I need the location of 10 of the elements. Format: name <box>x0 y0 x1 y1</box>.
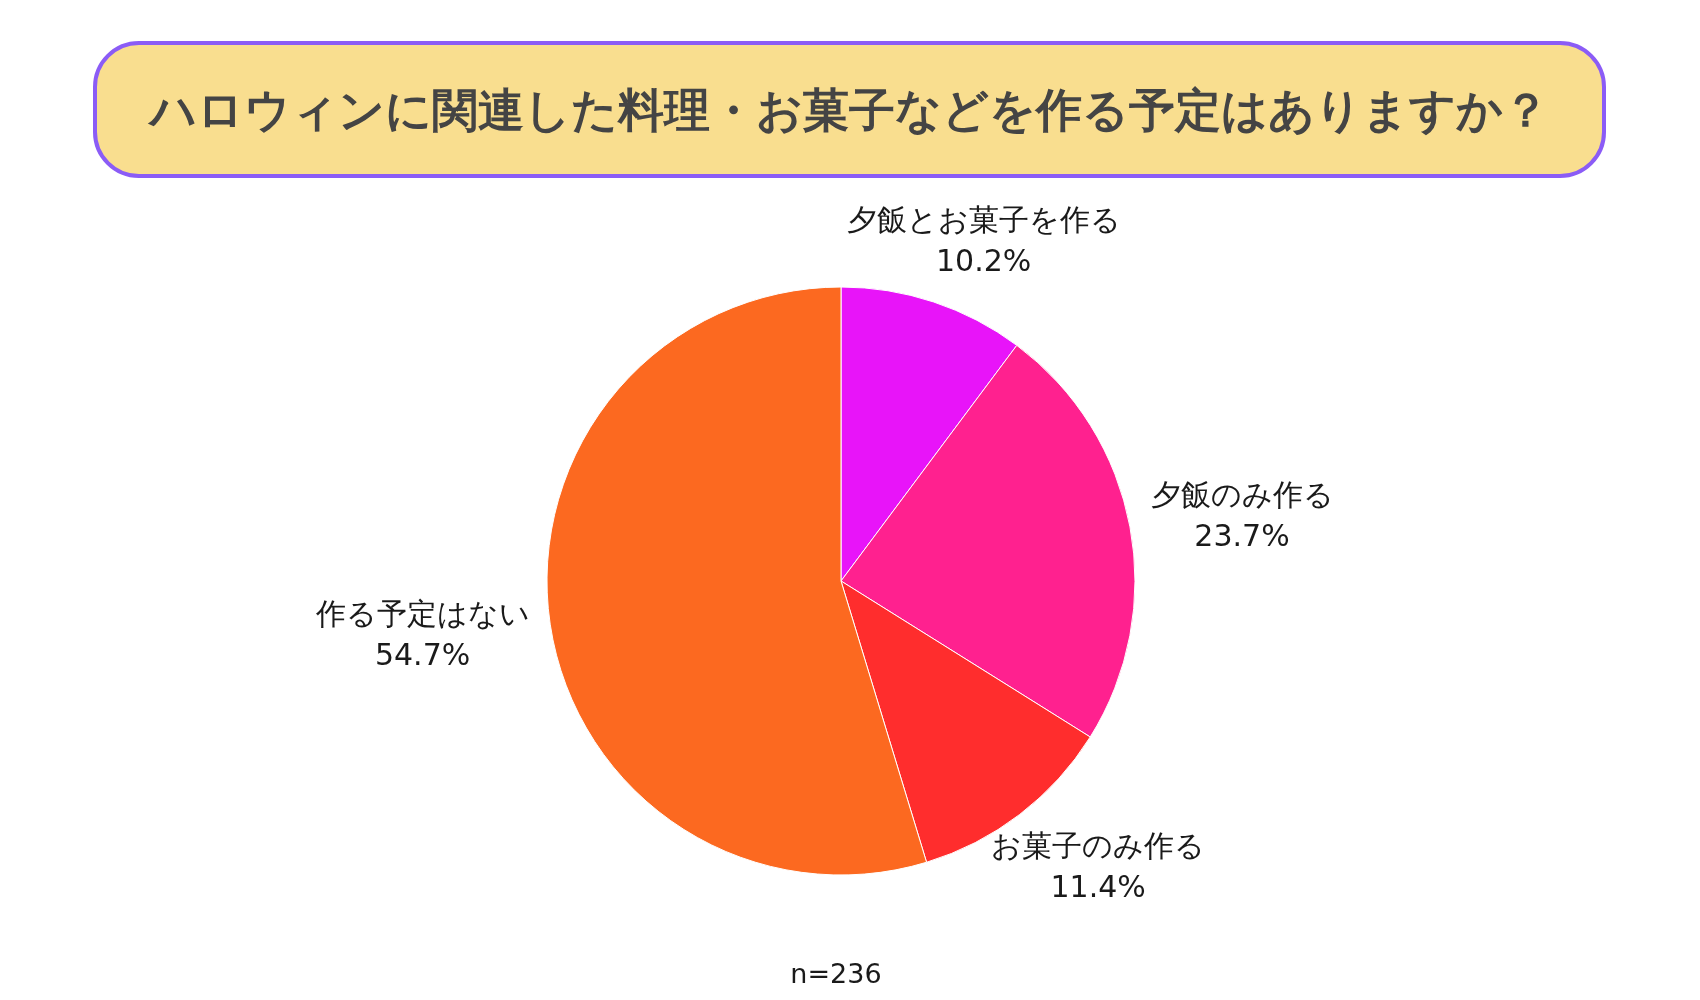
chart-title: ハロウィンに関連した料理・お菓子などを作る予定はありますか？ <box>149 82 1549 138</box>
slice-label: お菓子のみ作る <box>991 828 1206 864</box>
data-label: 11.4% <box>1050 869 1146 905</box>
slice-label: 夕飯とお菓子を作る <box>846 202 1121 238</box>
slice-label: 夕飯のみ作る <box>1150 476 1334 512</box>
data-label: 23.7% <box>1194 517 1290 553</box>
data-label: 54.7% <box>374 636 471 672</box>
text: n=236 <box>790 958 882 990</box>
slice-label: 作る予定はない <box>314 595 530 631</box>
data-label: 10.2% <box>936 243 1032 279</box>
